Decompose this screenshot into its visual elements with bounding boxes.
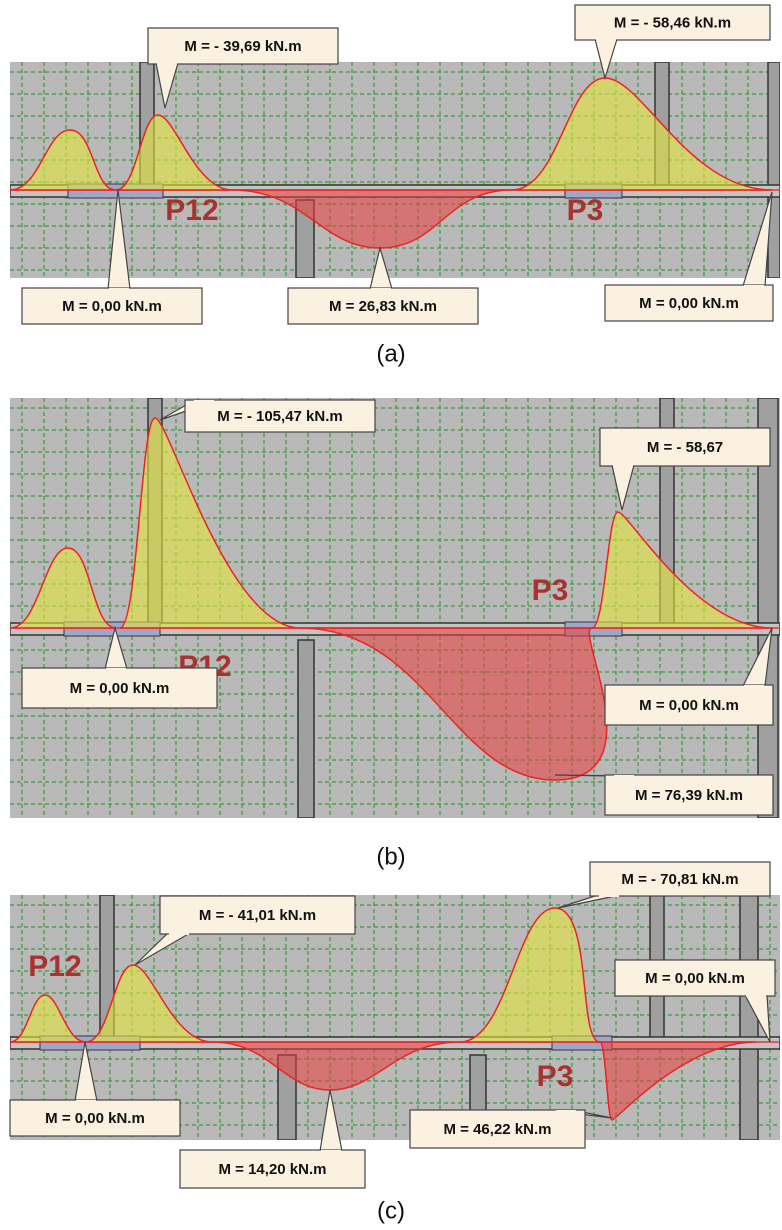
moment-label: M = 14,20 kN.m — [219, 1161, 327, 1178]
moment-label: M = 0,00 kN.m — [70, 680, 170, 697]
moment-label: M = 76,39 kN.m — [635, 787, 743, 804]
panel-caption: (c) — [377, 1197, 405, 1224]
callout-seam — [106, 668, 126, 671]
callout-seam — [321, 1150, 341, 1153]
panel-caption: (b) — [376, 843, 405, 870]
moment-label: M = - 39,69 kN.m — [184, 38, 301, 55]
moment-label: M = 0,00 kN.m — [639, 295, 739, 312]
callout-seam — [194, 400, 214, 403]
column — [298, 640, 314, 818]
moment-label: M = 0,00 kN.m — [645, 970, 745, 987]
panel: P12 P3 M = - 41,01 kN.m M = - 70,81 kN.m M =… — [10, 862, 780, 1188]
callout-seam — [556, 1110, 576, 1113]
callout-seam — [599, 894, 619, 897]
pillar-label: P12 — [28, 950, 81, 983]
callout-seam — [746, 994, 766, 997]
callout-seam — [109, 288, 129, 291]
callout-seam — [613, 464, 633, 467]
callout-seam — [169, 932, 189, 935]
plan-view — [10, 62, 780, 278]
callout-seam — [744, 285, 764, 288]
moment-label: M = - 70,81 kN.m — [621, 871, 738, 888]
moment-label: M = - 58,67 — [647, 439, 723, 456]
moment-label: M = 0,00 kN.m — [62, 298, 162, 315]
callout-seam — [157, 62, 177, 65]
panel-caption: (a) — [376, 340, 405, 367]
column — [740, 895, 758, 1140]
callout-seam — [614, 775, 634, 778]
moment-label: M = - 58,46 kN.m — [614, 14, 731, 31]
callout: M = 46,22 kN.m — [410, 1110, 612, 1148]
column — [768, 62, 780, 278]
pillar-label: P12 — [165, 194, 218, 227]
moment-label: M = - 41,01 kN.m — [199, 907, 316, 924]
callout-seam — [744, 685, 764, 688]
pillar-label: P3 — [567, 194, 604, 227]
callout: M = - 105,47 kN.m — [160, 400, 375, 432]
pillar-label: P3 — [532, 574, 569, 607]
callout-seam — [76, 1100, 96, 1103]
callout-seam — [371, 288, 391, 291]
panel: P12 P3 M = - 39,69 kN.m M = - 58,46 kN.m M =… — [10, 5, 780, 324]
callout-seam — [596, 38, 616, 41]
moment-label: M = - 105,47 kN.m — [217, 408, 342, 425]
figure: P12 P3 M = - 39,69 kN.m M = - 58,46 kN.m M =… — [0, 0, 782, 1230]
moment-label: M = 0,00 kN.m — [45, 1110, 145, 1127]
pillar-label: P3 — [537, 1060, 574, 1093]
moment-label: M = 0,00 kN.m — [639, 697, 739, 714]
moment-label: M = 26,83 kN.m — [329, 298, 437, 315]
moment-label: M = 46,22 kN.m — [444, 1121, 552, 1138]
